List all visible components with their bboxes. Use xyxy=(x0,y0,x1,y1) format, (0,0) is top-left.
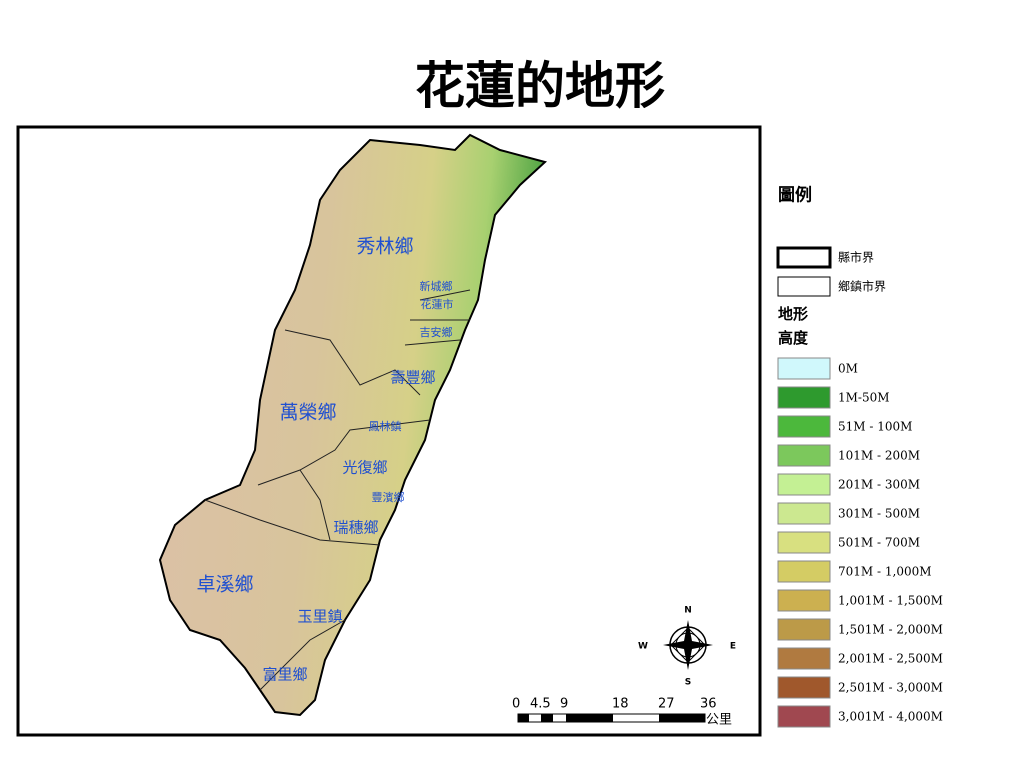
legend-heading: 地形 xyxy=(778,305,808,323)
legend-swatch xyxy=(777,502,831,525)
legend-label: 1,001M - 1,500M xyxy=(838,594,943,608)
legend-swatch xyxy=(777,531,831,554)
legend-label: 0M xyxy=(838,362,858,376)
legend-label: 1,501M - 2,000M xyxy=(838,623,943,637)
compass-east: E xyxy=(730,642,736,652)
township-label: 吉安鄉 xyxy=(420,325,453,339)
legend-label: 201M - 300M xyxy=(838,478,920,492)
legend-swatch xyxy=(777,589,831,612)
legend-swatch xyxy=(777,676,831,699)
township-label: 卓溪鄉 xyxy=(196,574,253,596)
township-label: 壽豐鄉 xyxy=(390,369,435,387)
compass-north: N xyxy=(684,606,692,616)
county-shape xyxy=(158,133,548,717)
legend-label: 3,001M - 4,000M xyxy=(838,710,943,724)
scale-label: 0 xyxy=(512,697,520,712)
legend-label: 301M - 500M xyxy=(838,507,920,521)
compass-west: W xyxy=(638,642,648,652)
legend-label: 鄉鎮市界 xyxy=(838,279,886,294)
legend-swatch xyxy=(777,386,831,409)
township-labels: 秀林鄉 新城鄉 花蓮市 吉安鄉 壽豐鄉 萬榮鄉 鳳林鎮 光復鄉 豐濱鄉 瑞穗鄉 … xyxy=(196,236,453,684)
township-label: 鳳林鎮 xyxy=(369,419,402,433)
legend-label: 51M - 100M xyxy=(838,420,912,434)
compass-south: S xyxy=(685,678,691,688)
legend-label: 2,001M - 2,500M xyxy=(838,652,943,666)
township-label: 富里鄉 xyxy=(262,666,307,684)
legend-swatch xyxy=(777,647,831,670)
township-label: 光復鄉 xyxy=(342,459,387,477)
township-label: 萬榮鄉 xyxy=(279,402,336,424)
legend-heading: 高度 xyxy=(778,329,809,347)
scale-label: 18 xyxy=(612,697,629,712)
legend-swatch xyxy=(777,276,831,297)
township-label: 豐濱鄉 xyxy=(372,490,405,504)
township-label: 花蓮市 xyxy=(421,297,454,311)
township-label: 新城鄉 xyxy=(420,279,453,293)
legend-swatch xyxy=(777,444,831,467)
legend-label: 101M - 200M xyxy=(838,449,920,463)
legend-label: 縣市界 xyxy=(838,250,874,265)
legend-swatch xyxy=(777,415,831,438)
legend-swatch xyxy=(777,705,831,728)
township-boundaries xyxy=(204,289,471,691)
legend-title: 圖例 xyxy=(778,185,812,206)
legend-swatch xyxy=(777,618,831,641)
legend-swatch xyxy=(777,473,831,496)
scale-bar xyxy=(517,713,706,723)
scale-unit: 公里 xyxy=(706,713,732,728)
legend-label: 701M - 1,000M xyxy=(838,565,932,579)
township-label: 玉里鎮 xyxy=(297,608,342,626)
township-label: 瑞穗鄉 xyxy=(333,519,378,537)
legend-swatch xyxy=(776,246,832,269)
scale-label: 36 xyxy=(700,697,717,712)
scale-label: 9 xyxy=(560,697,568,712)
scale-label: 4.5 xyxy=(530,697,551,712)
township-label: 秀林鄉 xyxy=(356,236,413,258)
legend-label: 501M - 700M xyxy=(838,536,920,550)
legend-swatch xyxy=(777,357,831,380)
slide-title: 花蓮的地形 xyxy=(415,56,665,115)
compass: N E S W xyxy=(638,606,736,688)
legend-swatch xyxy=(777,560,831,583)
legend-label: 1M-50M xyxy=(838,391,890,405)
scale-label: 27 xyxy=(658,697,675,712)
legend-label: 2,501M - 3,000M xyxy=(838,681,943,695)
